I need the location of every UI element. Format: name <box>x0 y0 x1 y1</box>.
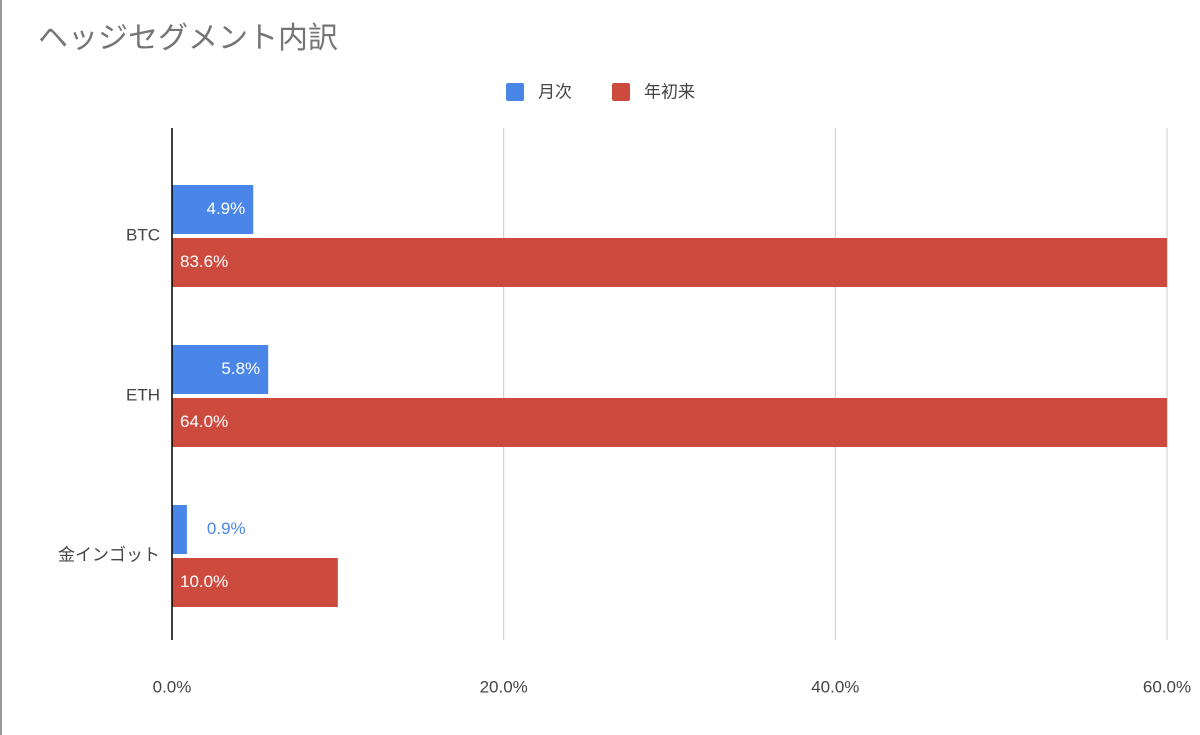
x-tick-label: 40.0% <box>811 677 859 696</box>
bar <box>172 238 1167 287</box>
chart-title: ヘッジセグメント内訳 <box>38 22 338 55</box>
legend-swatch <box>612 83 630 101</box>
data-label: 5.8% <box>221 359 260 378</box>
bar <box>172 505 187 554</box>
data-label: 10.0% <box>180 572 228 591</box>
x-tick-label: 60.0% <box>1143 677 1191 696</box>
x-tick-label: 0.0% <box>153 677 192 696</box>
data-label: 83.6% <box>180 252 228 271</box>
bar <box>172 398 1167 447</box>
data-label: 64.0% <box>180 412 228 431</box>
x-tick-label: 20.0% <box>480 677 528 696</box>
y-tick-label: ETH <box>126 385 160 404</box>
bar <box>172 558 338 607</box>
bar <box>172 345 269 394</box>
legend-swatch <box>506 83 524 101</box>
data-label: 0.9% <box>207 519 246 538</box>
bar <box>172 185 254 234</box>
y-tick-label: 金インゴット <box>58 544 160 564</box>
legend-label: 月次 <box>538 82 572 101</box>
y-tick-label: BTC <box>126 225 160 244</box>
data-label: 4.9% <box>207 199 246 218</box>
legend-label: 年初来 <box>644 82 695 101</box>
